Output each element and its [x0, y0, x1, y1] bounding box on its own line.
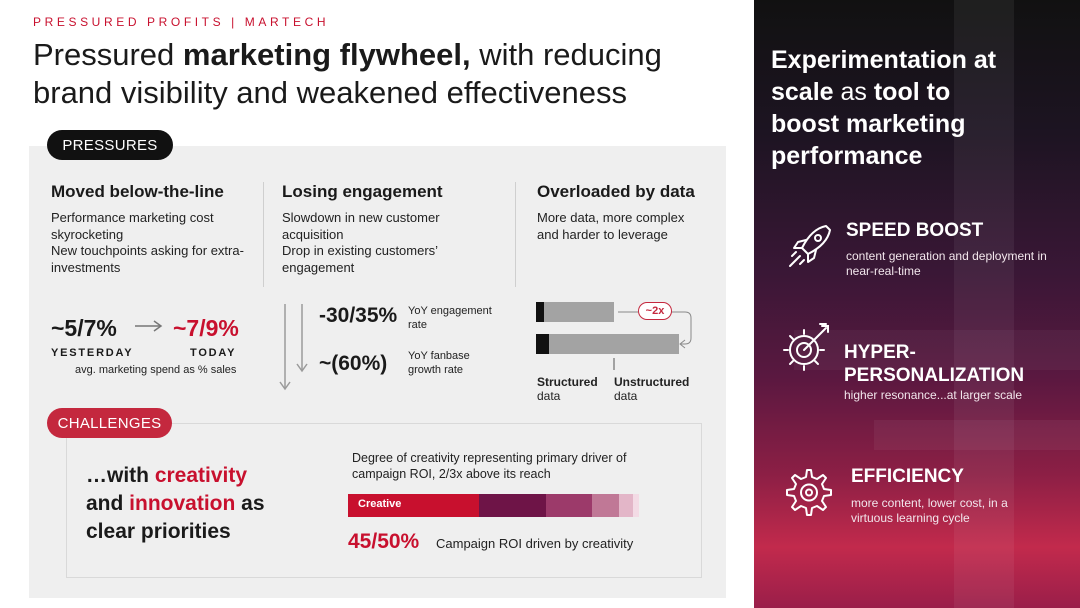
- yesterday-value: ~5/7%: [51, 315, 117, 341]
- desc-line: More data, more complex and harder to le…: [537, 210, 685, 242]
- title-part-1: Pressured: [33, 37, 183, 72]
- column-divider: [515, 182, 516, 287]
- unstructured-bar-1: [544, 302, 614, 322]
- roi-text: Campaign ROI driven by creativity: [436, 536, 634, 551]
- yesterday-label: YESTERDAY: [51, 347, 134, 359]
- priorities-statement: …with creativity and innovation as clear…: [86, 462, 265, 546]
- structured-sub: data: [537, 389, 561, 403]
- feature-desc-speed: content generation and deployment in nea…: [846, 249, 1047, 278]
- fanbase-stat-label: YoY fanbase growth rate: [408, 350, 470, 376]
- right-title-line: boost marketing: [771, 110, 966, 138]
- creative-bar-label: Creative: [358, 498, 402, 510]
- roi-value: 45/50%: [348, 530, 420, 553]
- section-kicker: PRESSURED PROFITS | MARTECH: [33, 15, 330, 29]
- feature-title-line: HYPER-: [844, 342, 916, 363]
- right-title-line: Experimentation at: [771, 46, 997, 74]
- desc-line: Drop in existing customers’ engagement: [282, 243, 438, 275]
- multiplier-badge: ~2x: [638, 302, 672, 320]
- prio-highlight: creativity: [154, 464, 248, 487]
- right-title: Experimentation at scale as tool to boos…: [771, 44, 1071, 172]
- feature-title-line: PERSONALIZATION: [844, 365, 1025, 386]
- col-desc-engagement: Slowdown in new customer acquisition Dro…: [282, 210, 472, 276]
- desc-line: Performance marketing cost skyrocketing: [51, 210, 214, 242]
- unstructured-label: Unstructured: [614, 375, 690, 389]
- bar-segment-4: [592, 494, 619, 517]
- col-desc-data: More data, more complex and harder to le…: [537, 210, 707, 243]
- today-value: ~7/9%: [173, 315, 239, 341]
- bar-segment-3: [545, 494, 593, 517]
- rocket-icon: [789, 225, 831, 267]
- prio-highlight: innovation: [129, 492, 236, 515]
- title-part-2: with reducing brand visibility and weake…: [33, 37, 662, 110]
- engagement-stat-value: -30/35%: [319, 304, 398, 327]
- right-title-line: as: [833, 78, 874, 106]
- unstructured-sub: data: [614, 389, 638, 403]
- bar-segment-1: [348, 494, 479, 517]
- structured-bar-2: [536, 334, 549, 354]
- feature-title-personalization: HYPER- PERSONALIZATION: [844, 341, 1024, 387]
- right-title-line: scale: [771, 78, 834, 106]
- pressures-panel: [29, 146, 726, 598]
- gear-icon: [786, 469, 832, 516]
- feature-desc-personalization: higher resonance...at larger scale: [844, 388, 1023, 402]
- arrow-right-icon: [135, 320, 163, 332]
- right-title-line: performance: [771, 142, 923, 170]
- feature-title-efficiency: EFFICIENCY: [851, 466, 964, 487]
- fanbase-stat-value: ~(60%): [319, 352, 388, 375]
- column-divider: [263, 182, 264, 287]
- spend-caption: avg. marketing spend as % sales: [75, 364, 237, 376]
- page-title: Pressured marketing flywheel, with reduc…: [33, 36, 733, 112]
- feature-title-speed: SPEED BOOST: [846, 220, 984, 241]
- down-arrows-icon: [279, 304, 308, 391]
- unstructured-bar-2: [549, 334, 679, 354]
- today-label: TODAY: [190, 347, 237, 359]
- creativity-stacked-bar: [348, 494, 639, 517]
- col-title-below-the-line: Moved below-the-line: [51, 182, 224, 201]
- prio-text: clear priorities: [86, 520, 231, 543]
- bar-segment-6: [633, 494, 639, 517]
- prio-text: and: [86, 492, 130, 515]
- title-bold: marketing flywheel,: [182, 37, 471, 72]
- desc-line: New touchpoints asking for extra-investm…: [51, 243, 244, 275]
- right-panel: Experimentation at scale as tool to boos…: [754, 0, 1080, 608]
- right-title-line: tool to: [873, 78, 951, 106]
- bar-segment-2: [478, 494, 546, 517]
- pressures-pill: PRESSURES: [47, 130, 173, 160]
- feature-desc-efficiency: more content, lower cost, in a virtuous …: [851, 496, 1008, 525]
- challenges-pill: CHALLENGES: [47, 408, 172, 438]
- structured-bar-1: [536, 302, 544, 322]
- engagement-stat-label: YoY engagement rate: [408, 305, 492, 331]
- desc-line: Slowdown in new customer acquisition: [282, 210, 440, 242]
- data-growth-graphic: [536, 302, 692, 370]
- col-title-engagement: Losing engagement: [282, 182, 443, 201]
- structured-label: Structured: [537, 375, 598, 389]
- creativity-degree-text: Degree of creativity representing primar…: [352, 451, 627, 481]
- col-title-data: Overloaded by data: [537, 182, 695, 201]
- col-desc-below-the-line: Performance marketing cost skyrocketing …: [51, 210, 251, 276]
- prio-text: as: [235, 492, 265, 515]
- bar-segment-5: [618, 494, 634, 517]
- challenges-box: [66, 423, 702, 578]
- prio-text: …with: [86, 464, 155, 487]
- target-gear-icon: [783, 323, 829, 371]
